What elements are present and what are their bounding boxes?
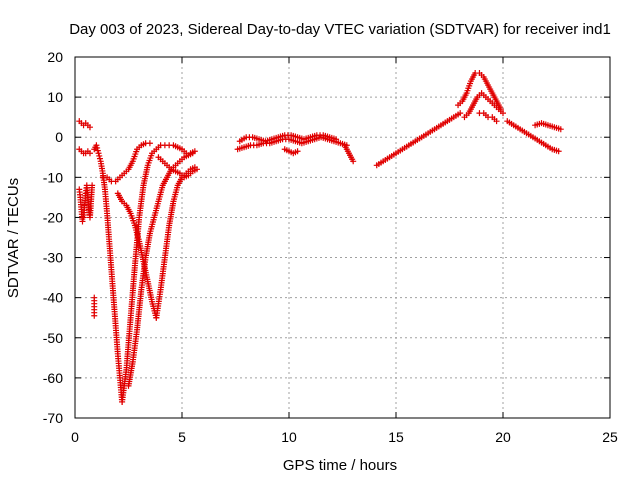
data-points bbox=[76, 70, 564, 405]
x-tick-label: 25 bbox=[602, 429, 618, 445]
y-tick-label: -20 bbox=[43, 209, 63, 225]
data-point bbox=[500, 110, 506, 117]
y-tick-label: -40 bbox=[43, 290, 63, 306]
y-tick-label: -60 bbox=[43, 370, 63, 386]
data-point bbox=[189, 150, 196, 157]
x-tick-label: 10 bbox=[281, 429, 297, 445]
data-point bbox=[86, 124, 93, 131]
y-tick-label: -10 bbox=[43, 169, 63, 185]
y-tick-label: -50 bbox=[43, 330, 63, 346]
data-point bbox=[146, 140, 153, 147]
x-tick-label: 0 bbox=[71, 429, 79, 445]
data-point bbox=[557, 126, 564, 133]
data-point bbox=[95, 150, 102, 157]
y-tick-label: 10 bbox=[47, 89, 63, 105]
data-point bbox=[457, 110, 464, 117]
y-tick-label: 20 bbox=[47, 49, 63, 65]
grid-lines bbox=[75, 57, 610, 418]
chart-title: Day 003 of 2023, Sidereal Day-to-day VTE… bbox=[69, 21, 611, 38]
y-tick-label: -70 bbox=[43, 410, 63, 426]
data-point bbox=[93, 142, 100, 149]
data-point-fill bbox=[94, 147, 101, 154]
plot-frame bbox=[74, 56, 611, 419]
data-point bbox=[193, 166, 200, 173]
data-point bbox=[89, 182, 96, 189]
data-point bbox=[555, 148, 562, 155]
y-tick-label: 0 bbox=[55, 129, 63, 145]
y-tick-label: -30 bbox=[43, 250, 63, 266]
y-axis-label: SDTVAR / TECUs bbox=[5, 178, 22, 298]
data-point-fill bbox=[96, 155, 103, 162]
data-point bbox=[350, 158, 357, 165]
data-point-fill bbox=[96, 152, 103, 159]
data-point bbox=[294, 148, 301, 155]
data-point bbox=[79, 218, 86, 225]
data-point-fill bbox=[94, 144, 101, 151]
data-point bbox=[86, 150, 93, 157]
data-point bbox=[91, 312, 98, 319]
data-point bbox=[493, 118, 500, 125]
data-point bbox=[333, 136, 340, 143]
x-tick-label: 15 bbox=[388, 429, 404, 445]
x-tick-label: 5 bbox=[178, 429, 186, 445]
x-tick-label: 20 bbox=[495, 429, 511, 445]
x-axis-label: GPS time / hours bbox=[283, 457, 397, 474]
